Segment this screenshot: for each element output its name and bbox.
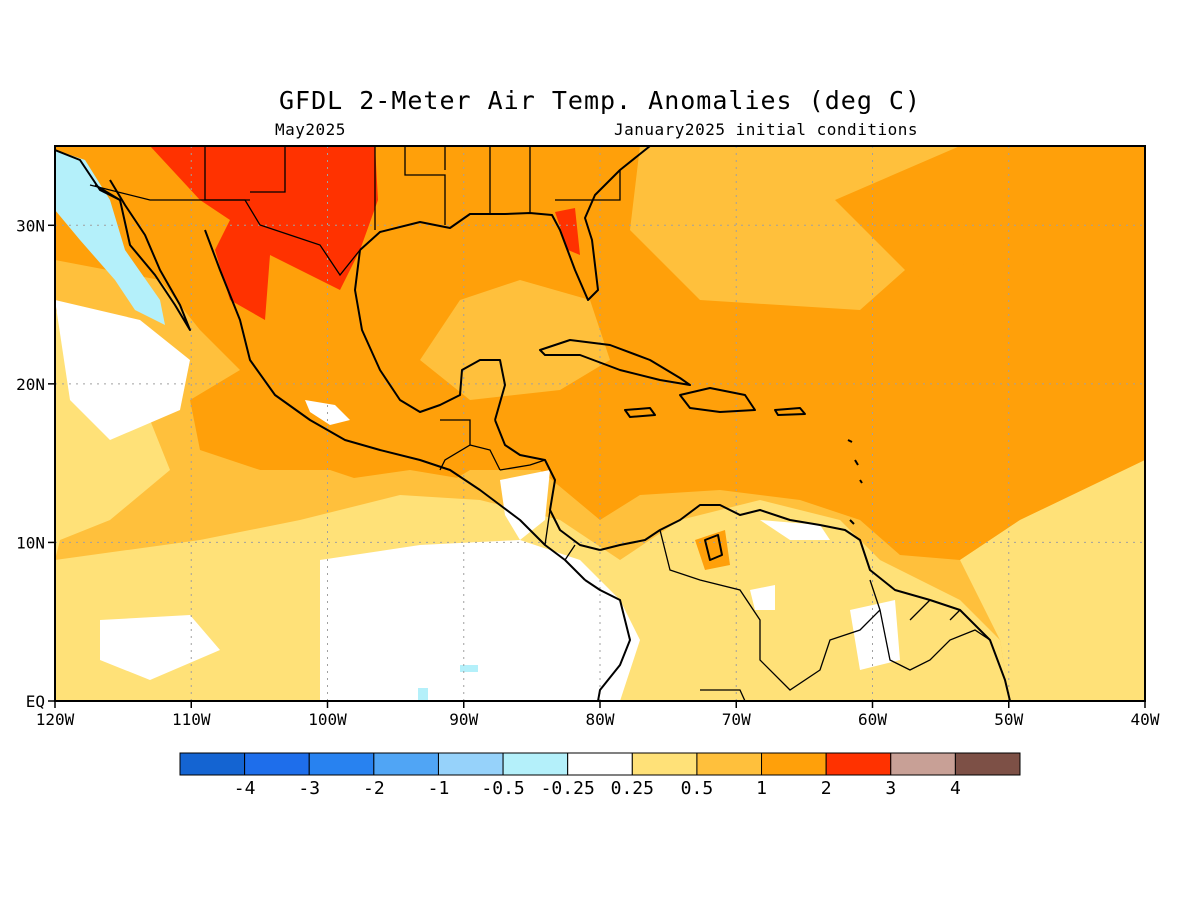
legend-label: 0.25 — [611, 778, 654, 799]
forecast-month: May2025 — [275, 120, 346, 139]
neutral-zone-central-america — [500, 470, 550, 540]
legend-label: -3 — [298, 778, 320, 799]
legend-swatch — [437, 752, 504, 776]
lat-label: 20N — [16, 375, 45, 394]
initial-conditions-label: January2025 initial conditions — [614, 120, 918, 139]
borders — [89, 146, 991, 701]
lon-label: 110W — [172, 710, 211, 729]
legend-label: 1 — [756, 778, 767, 799]
anomaly-zone-neg-025-05-pacific — [418, 665, 478, 701]
legend-swatch — [631, 752, 698, 776]
neutral-zone-colombia — [750, 585, 775, 610]
neutral-zone-guyana — [850, 600, 900, 670]
neutral-zone-baja-sea — [55, 300, 190, 440]
legend-swatch — [373, 752, 439, 776]
legend-swatch — [244, 752, 310, 776]
neutral-zone-venezuela — [760, 520, 830, 540]
lon-label: 80W — [586, 710, 615, 729]
anomaly-zone-025-05-atlantic — [960, 460, 1145, 701]
legend-swatch — [954, 752, 1021, 776]
anomaly-zone-05-1-gulf — [420, 280, 610, 400]
neutral-zone-far-west — [100, 615, 220, 680]
anomaly-zone-1-2-maracaibo — [695, 530, 730, 570]
legend-swatch — [502, 752, 569, 776]
lon-label: 60W — [858, 710, 887, 729]
graticule — [55, 146, 1145, 701]
legend-label: -4 — [234, 778, 256, 799]
legend-label: -2 — [363, 778, 385, 799]
latitude-labels: 30N 20N 10N EQ — [16, 216, 55, 711]
lon-label: 120W — [36, 710, 75, 729]
legend-swatch — [761, 752, 827, 776]
lon-label: 90W — [449, 710, 478, 729]
coastlines — [55, 146, 1011, 701]
lat-label: EQ — [26, 692, 45, 711]
longitude-labels: 120W 110W 100W 90W 80W 70W 60W 50W 40W — [36, 701, 1160, 729]
lon-label: 70W — [722, 710, 751, 729]
legend-swatch — [567, 752, 633, 776]
color-legend-labels: -4 -3 -2 -1 -0.5 -0.25 0.25 0.5 1 2 3 4 — [234, 778, 961, 799]
legend-label: -0.25 — [541, 778, 595, 799]
lat-label: 30N — [16, 216, 45, 235]
lon-label: 50W — [994, 710, 1023, 729]
lat-label: 10N — [16, 533, 45, 552]
legend-label: -1 — [428, 778, 450, 799]
legend-label: -0.5 — [481, 778, 524, 799]
legend-swatch — [890, 752, 956, 776]
anomaly-zone-1-2-east — [900, 250, 1145, 560]
map-title: GFDL 2-Meter Air Temp. Anomalies (deg C) — [278, 86, 922, 115]
anomaly-zone-2-3-florida — [555, 208, 580, 255]
legend-label: 4 — [950, 778, 961, 799]
legend-swatch — [696, 752, 763, 776]
anomaly-zone-2-3-us-southwest — [150, 146, 378, 320]
lon-label: 100W — [308, 710, 347, 729]
color-legend — [179, 752, 1021, 776]
anomaly-map — [55, 146, 1145, 701]
neutral-zone-pacific — [320, 540, 640, 701]
legend-label: 2 — [821, 778, 832, 799]
legend-swatch — [308, 752, 375, 776]
legend-label: 0.5 — [681, 778, 714, 799]
lon-label: 40W — [1131, 710, 1160, 729]
legend-label: 3 — [885, 778, 896, 799]
legend-swatch — [825, 752, 892, 776]
legend-swatch — [179, 752, 246, 776]
anomaly-zone-neg-025-05-baja — [55, 150, 165, 325]
